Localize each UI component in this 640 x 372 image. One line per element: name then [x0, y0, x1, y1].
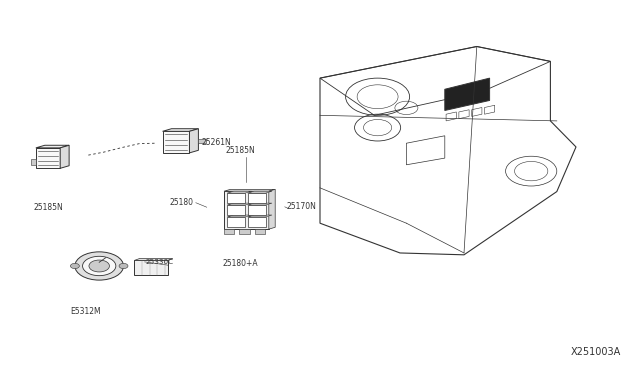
Polygon shape [227, 191, 252, 193]
Polygon shape [227, 193, 245, 203]
Circle shape [70, 263, 79, 269]
Text: X251003A: X251003A [570, 347, 621, 357]
Text: 25170N: 25170N [287, 202, 317, 211]
Polygon shape [445, 78, 490, 110]
Polygon shape [248, 203, 272, 205]
Polygon shape [189, 129, 198, 153]
Polygon shape [248, 193, 266, 203]
Polygon shape [255, 229, 265, 234]
Circle shape [119, 263, 128, 269]
Polygon shape [36, 145, 69, 148]
Polygon shape [36, 148, 60, 168]
Text: 25180+A: 25180+A [222, 259, 258, 267]
Polygon shape [224, 229, 234, 234]
Text: E5312M: E5312M [70, 307, 100, 316]
Circle shape [89, 260, 109, 272]
Polygon shape [239, 229, 250, 234]
Polygon shape [163, 131, 189, 153]
Polygon shape [31, 159, 36, 165]
Text: 25185N: 25185N [33, 203, 63, 212]
Polygon shape [248, 205, 266, 215]
Polygon shape [198, 139, 206, 143]
Circle shape [83, 256, 116, 276]
Text: 25261N: 25261N [202, 138, 231, 147]
Polygon shape [134, 259, 173, 260]
Polygon shape [60, 145, 69, 168]
Circle shape [75, 252, 124, 280]
Polygon shape [134, 260, 168, 275]
Polygon shape [163, 129, 198, 131]
Text: 25185N: 25185N [225, 147, 255, 155]
Text: 25180: 25180 [170, 198, 194, 207]
Polygon shape [248, 217, 266, 227]
Polygon shape [224, 191, 269, 229]
Polygon shape [248, 191, 272, 193]
Text: 25330C: 25330C [146, 259, 174, 265]
Polygon shape [224, 189, 275, 191]
Polygon shape [248, 215, 272, 217]
Polygon shape [269, 189, 275, 229]
Polygon shape [227, 203, 252, 205]
Polygon shape [227, 217, 245, 227]
Polygon shape [227, 205, 245, 215]
Polygon shape [227, 215, 252, 217]
